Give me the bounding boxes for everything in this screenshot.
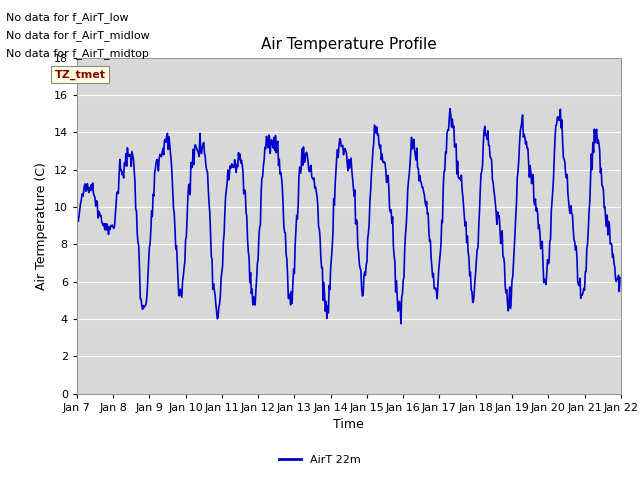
Y-axis label: Air Termperature (C): Air Termperature (C) xyxy=(35,162,48,289)
X-axis label: Time: Time xyxy=(333,418,364,431)
Legend: AirT 22m: AirT 22m xyxy=(275,451,365,469)
Text: No data for f_AirT_midlow: No data for f_AirT_midlow xyxy=(6,30,150,41)
Text: No data for f_AirT_midtop: No data for f_AirT_midtop xyxy=(6,48,149,60)
Text: TZ_tmet: TZ_tmet xyxy=(54,70,106,80)
Text: No data for f_AirT_low: No data for f_AirT_low xyxy=(6,12,129,23)
Title: Air Temperature Profile: Air Temperature Profile xyxy=(261,37,436,52)
